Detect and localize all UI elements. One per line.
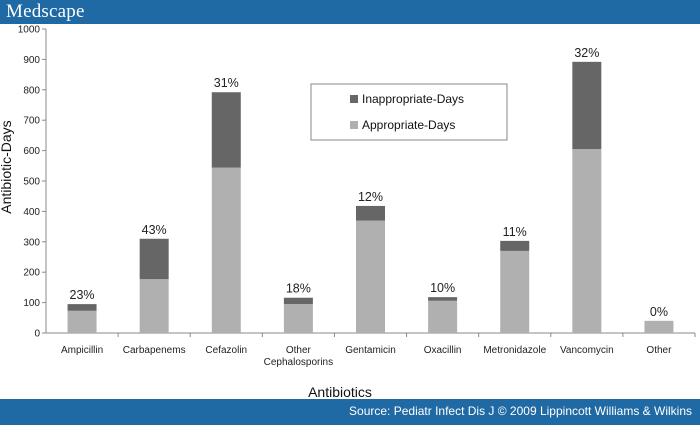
y-tick-label: 600 bbox=[23, 146, 40, 157]
bar-inappropriate bbox=[500, 240, 530, 251]
x-axis-label: Antibiotics bbox=[308, 384, 372, 399]
bar-inappropriate bbox=[139, 238, 169, 280]
y-tick-label: 300 bbox=[23, 237, 40, 248]
data-label-percent: 23% bbox=[70, 288, 95, 302]
y-tick-label: 0 bbox=[34, 329, 40, 340]
legend-swatch bbox=[350, 95, 358, 103]
bar-inappropriate bbox=[428, 297, 458, 301]
bottom-banner: Source: Pediatr Infect Dis J © 2009 Lipp… bbox=[0, 399, 700, 425]
x-category-label: Cefazolin bbox=[205, 345, 247, 356]
x-category-label: Cephalosporins bbox=[264, 357, 334, 368]
data-label-percent: 31% bbox=[214, 76, 239, 90]
y-tick-label: 800 bbox=[23, 85, 40, 96]
bar-appropriate bbox=[139, 279, 169, 333]
bar-inappropriate bbox=[67, 304, 97, 311]
data-label-percent: 43% bbox=[142, 223, 167, 237]
x-category-label: Metronidazole bbox=[483, 345, 546, 356]
stacked-bar-chart: 0 100 200 300 400 500 600 700 800 900 1000 23% 43% 3… bbox=[0, 25, 696, 399]
data-label-percent: 18% bbox=[286, 282, 311, 296]
bar-inappropriate bbox=[283, 297, 313, 305]
y-tick-label: 500 bbox=[23, 177, 40, 188]
y-tick-label: 400 bbox=[23, 207, 40, 218]
bar-inappropriate bbox=[211, 92, 241, 168]
data-label-percent: 32% bbox=[574, 46, 599, 60]
x-category-label: Vancomycin bbox=[560, 345, 614, 356]
y-axis-label: Antibiotic-Days bbox=[0, 120, 14, 213]
legend-box bbox=[310, 83, 508, 141]
legend-label: Inappropriate-Days bbox=[362, 92, 464, 106]
data-label-percent: 12% bbox=[358, 190, 383, 204]
bar-appropriate bbox=[211, 167, 241, 333]
bar-appropriate bbox=[500, 250, 530, 333]
bar-inappropriate bbox=[572, 61, 602, 150]
bar-appropriate bbox=[428, 300, 458, 333]
data-label-percent: 10% bbox=[430, 281, 455, 295]
bar-appropriate bbox=[644, 320, 674, 333]
y-tick-label: 700 bbox=[23, 116, 40, 127]
legend-swatch bbox=[350, 121, 358, 129]
data-label-percent: 11% bbox=[503, 225, 527, 239]
y-tick-label: 900 bbox=[23, 55, 40, 66]
legend-label: Appropriate-Days bbox=[362, 118, 455, 132]
bar-appropriate bbox=[356, 220, 385, 333]
top-banner: Medscape bbox=[0, 0, 700, 24]
x-category-label: Other bbox=[286, 345, 312, 356]
x-category-label: Ampicillin bbox=[61, 345, 103, 356]
x-category-label: Other bbox=[646, 345, 672, 356]
bar-inappropriate bbox=[356, 205, 385, 221]
x-category-label: Gentamicin bbox=[345, 345, 396, 356]
y-tick-label: 1000 bbox=[18, 25, 41, 36]
bar-appropriate bbox=[572, 149, 602, 333]
source-citation: Source: Pediatr Infect Dis J © 2009 Lipp… bbox=[349, 404, 692, 418]
bar-appropriate bbox=[283, 304, 313, 333]
bar-appropriate bbox=[67, 310, 97, 333]
y-tick-label: 100 bbox=[23, 298, 40, 309]
x-category-label: Carbapenems bbox=[123, 345, 186, 356]
x-category-label: Oxacillin bbox=[424, 345, 462, 356]
data-label-percent: 0% bbox=[650, 305, 668, 319]
y-tick-label: 200 bbox=[23, 268, 40, 279]
medscape-logo: Medscape bbox=[6, 1, 85, 22]
